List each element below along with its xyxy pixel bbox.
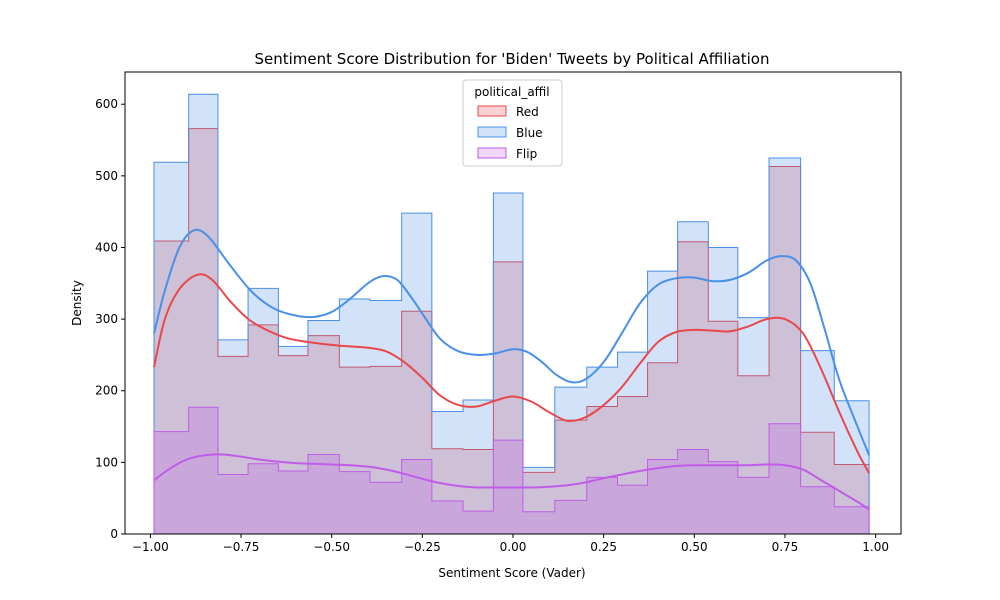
x-tick-label: −1.00 — [132, 540, 169, 554]
legend-swatch-blue — [477, 126, 507, 138]
legend-frame — [462, 79, 563, 167]
hist-step-blue — [153, 93, 870, 535]
kde-line-blue — [153, 228, 871, 456]
y-tick-label: 600 — [95, 97, 118, 111]
legend-label-blue: Blue — [516, 126, 543, 140]
hist-step-flip — [153, 406, 870, 535]
y-tick-label: 500 — [95, 169, 118, 183]
y-axis: 0 100 200 300 400 500 600 — [95, 97, 125, 541]
x-tick-label: 0.75 — [772, 540, 799, 554]
x-tick-label: 0.50 — [681, 540, 708, 554]
legend-swatch-red — [477, 105, 507, 117]
legend: political_affil Red Blue Flip — [462, 79, 563, 167]
kde-line-red — [153, 273, 870, 474]
x-tick-label: −0.50 — [313, 540, 350, 554]
x-tick-label: 0.00 — [500, 540, 527, 554]
chart-title: Sentiment Score Distribution for 'Biden'… — [255, 50, 770, 68]
y-tick-label: 0 — [110, 527, 118, 541]
y-axis-label: Density — [70, 280, 84, 326]
legend-label-red: Red — [516, 105, 539, 119]
kde-line-flip — [153, 453, 870, 511]
x-tick-label: 0.25 — [590, 540, 617, 554]
x-tick-label: −0.25 — [404, 540, 441, 554]
legend-label-flip: Flip — [516, 147, 537, 161]
x-tick-label: −0.75 — [223, 540, 260, 554]
x-axis: −1.00 −0.75 −0.50 −0.25 0.00 0.25 0.50 0.75 1.00 — [132, 534, 889, 554]
y-tick-label: 300 — [95, 312, 118, 326]
y-tick-label: 200 — [95, 384, 118, 398]
y-tick-label: 100 — [95, 455, 118, 469]
x-tick-label: 1.00 — [862, 540, 889, 554]
x-axis-label: Sentiment Score (Vader) — [438, 566, 585, 580]
y-tick-label: 400 — [95, 240, 118, 254]
legend-swatch-flip — [477, 147, 507, 159]
legend-title: political_affil — [474, 85, 549, 99]
plot-area — [153, 93, 871, 535]
